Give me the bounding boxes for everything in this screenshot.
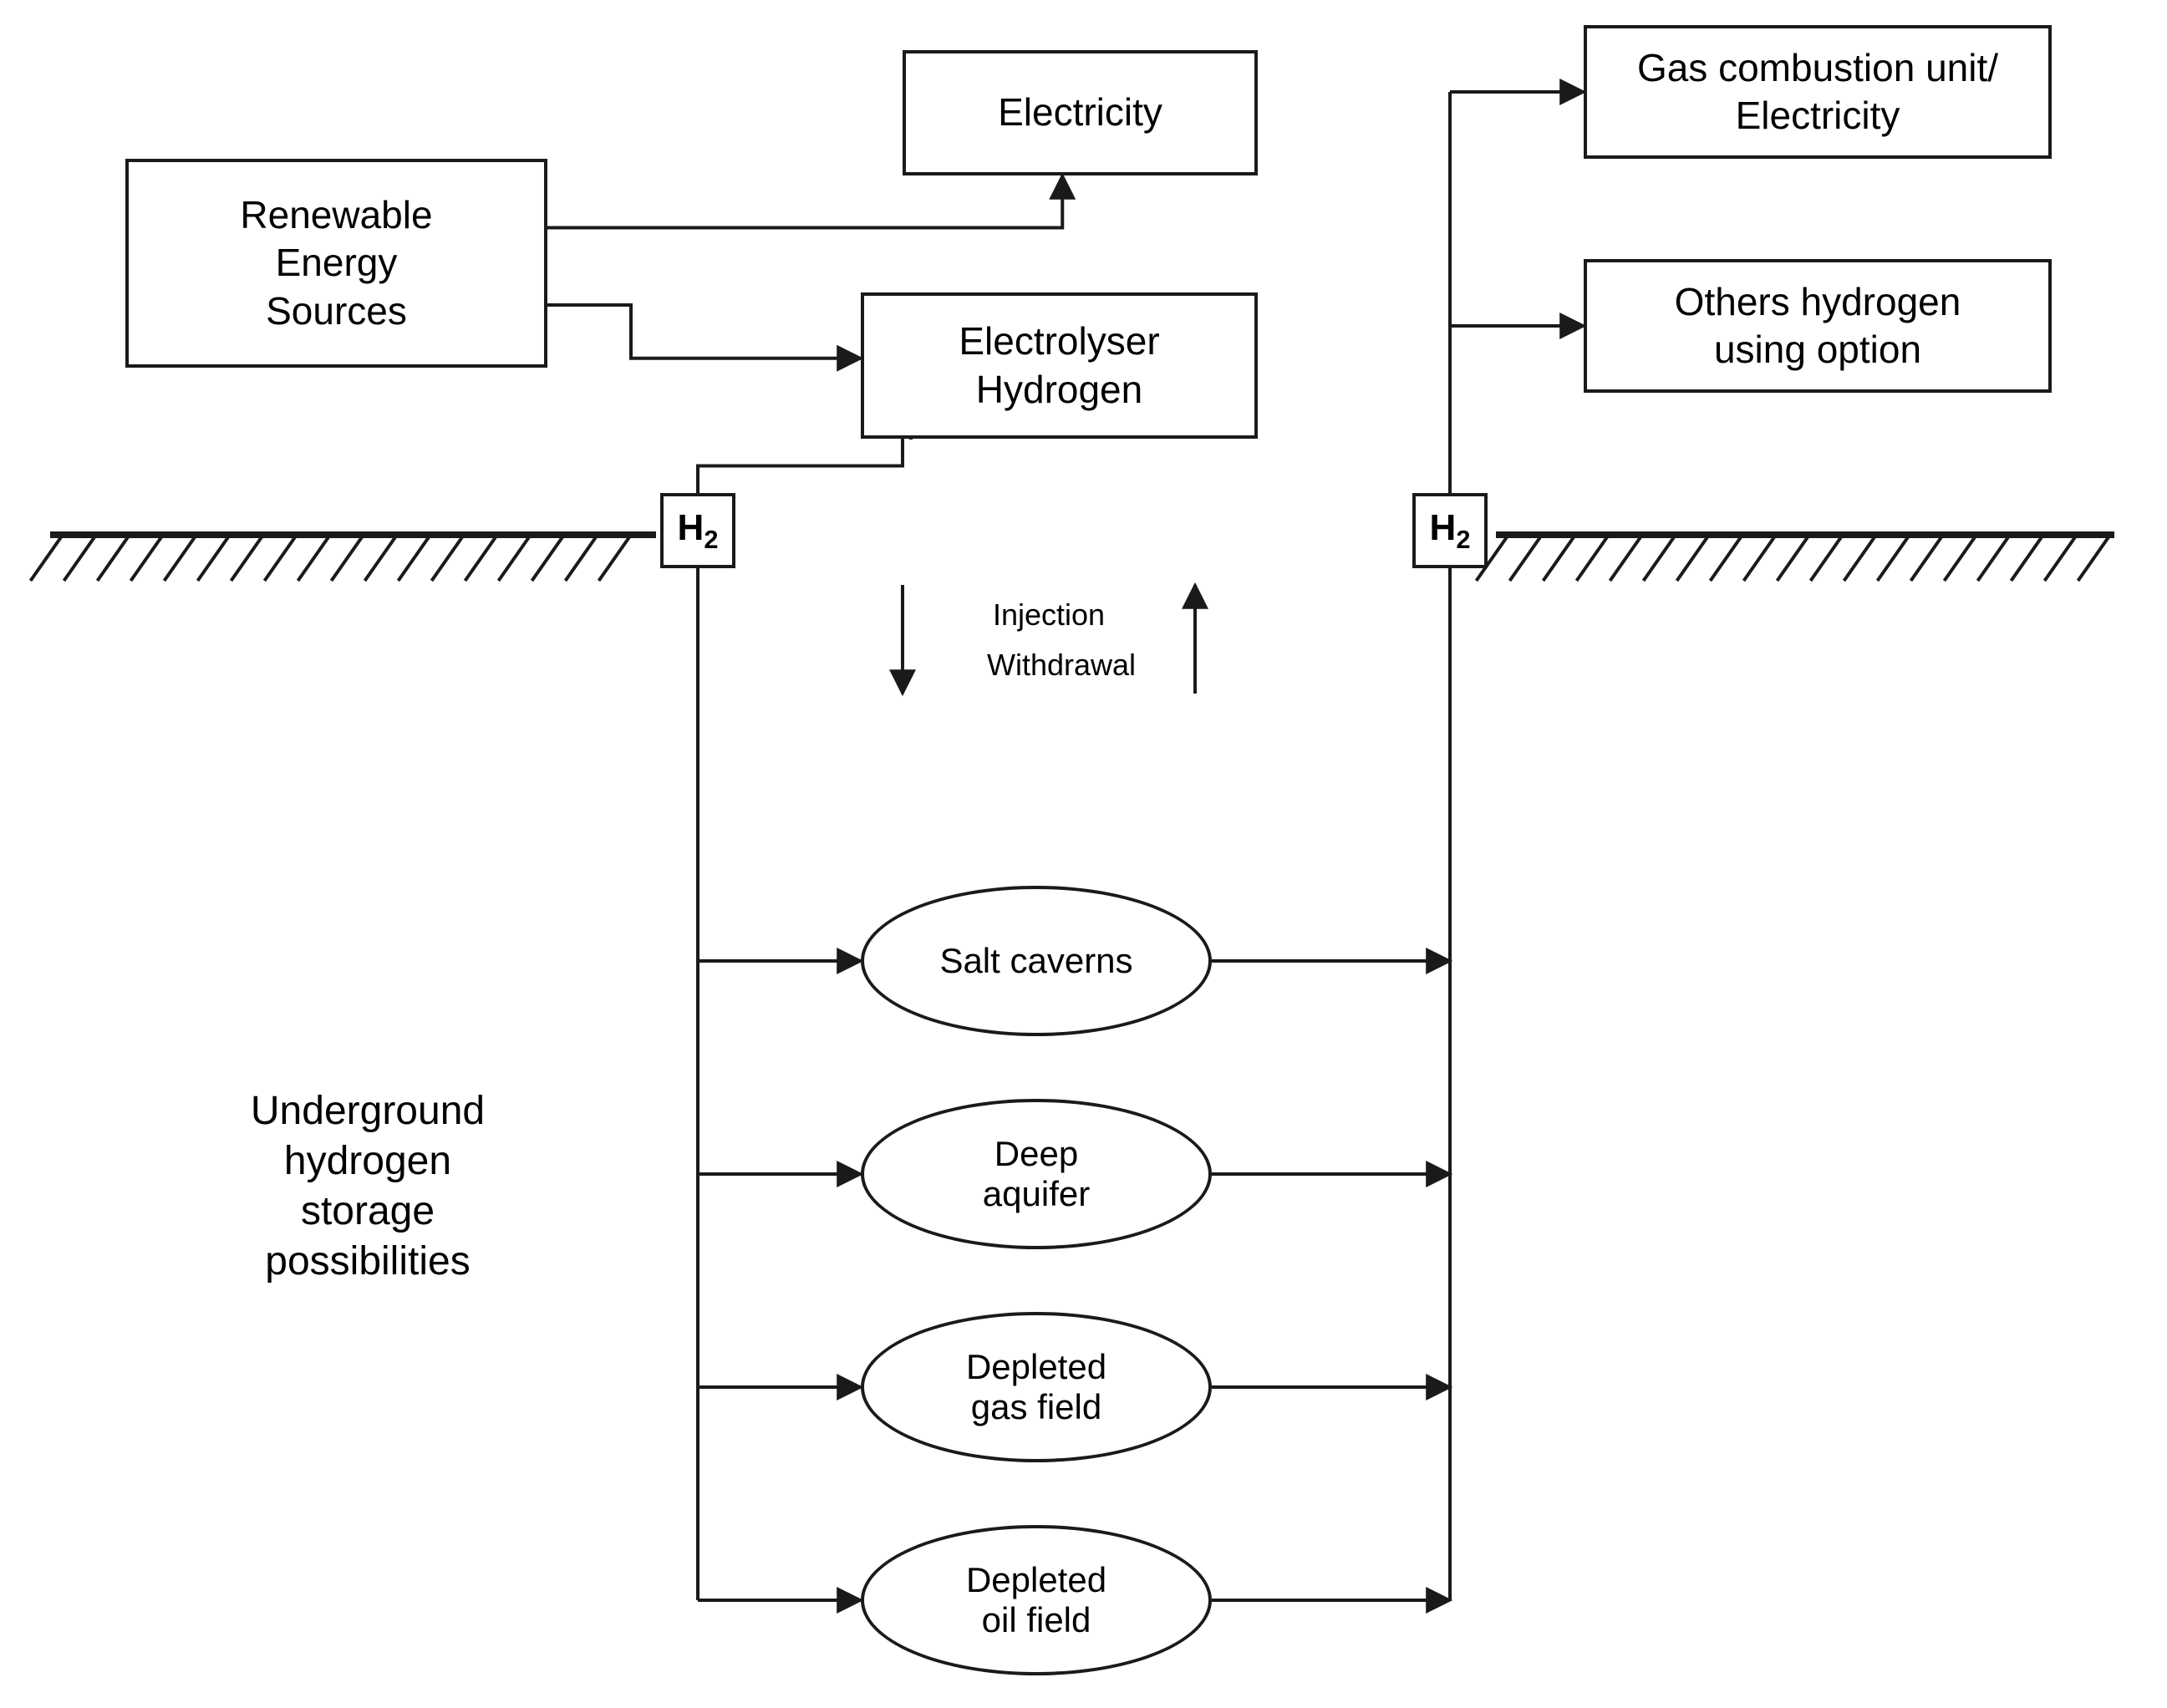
ellipse-depleted-oil: Depleted oil field <box>861 1525 1212 1675</box>
ellipse-label: Depleted oil field <box>966 1560 1106 1641</box>
diagram-canvas: Renewable Energy Sources Electricity Ele… <box>0 0 2167 1708</box>
h2-label: H2 <box>678 505 719 556</box>
ellipse-label: Salt caverns <box>939 941 1132 981</box>
label-withdrawal: Withdrawal <box>944 643 1178 685</box>
ellipse-deep-aquifer: Deep aquifer <box>861 1099 1212 1249</box>
box-label: Others hydrogen using option <box>1675 278 1961 374</box>
ellipse-salt-caverns: Salt caverns <box>861 886 1212 1036</box>
box-electricity: Electricity <box>903 50 1258 175</box>
box-h2-right: H2 <box>1412 493 1488 568</box>
box-renewable-energy-sources: Renewable Energy Sources <box>125 159 547 368</box>
box-label: Electrolyser Hydrogen <box>959 318 1159 414</box>
box-label: Gas combustion unit/ Electricity <box>1637 44 1998 140</box>
ellipse-label: Depleted gas field <box>966 1347 1106 1428</box>
h2-label: H2 <box>1430 505 1471 556</box>
box-label: Electricity <box>998 89 1162 137</box>
box-others-hydrogen-option: Others hydrogen using option <box>1584 259 2052 393</box>
box-electrolyser-hydrogen: Electrolyser Hydrogen <box>861 292 1258 439</box>
box-h2-left: H2 <box>660 493 735 568</box>
box-label: Renewable Energy Sources <box>240 191 432 336</box>
label-injection: Injection <box>944 593 1153 635</box>
box-gas-combustion-unit: Gas combustion unit/ Electricity <box>1584 25 2052 159</box>
label-underground-hydrogen-storage: Underground hydrogen storage possibiliti… <box>109 1061 627 1312</box>
ellipse-label: Deep aquifer <box>983 1134 1090 1215</box>
ellipse-depleted-gas: Depleted gas field <box>861 1312 1212 1462</box>
